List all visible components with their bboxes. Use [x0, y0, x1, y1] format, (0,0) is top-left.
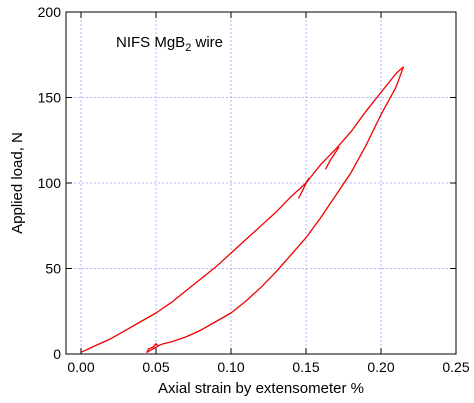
y-tick-label: 100	[38, 175, 62, 191]
plot-frame	[65, 11, 457, 355]
series-line-1	[80, 66, 404, 353]
grid	[66, 12, 456, 354]
y-axis-label: Applied load, N	[9, 132, 26, 234]
annotation-subscript: 2	[185, 42, 191, 54]
series-group	[80, 66, 405, 353]
series-line-4	[324, 146, 340, 170]
y-tick-label: 200	[38, 4, 62, 20]
series-line-2	[149, 66, 405, 352]
x-tick-label: 0.00	[67, 359, 94, 375]
annotation-suffix: wire	[191, 34, 223, 51]
x-tick-label: 0.10	[217, 359, 244, 375]
ticks: 0.00 0.05 0.10 0.15 0.20 0.25 0 50 100 150 200	[38, 4, 470, 375]
x-tick-label: 0.20	[367, 359, 394, 375]
annotation-prefix: NIFS MgB	[116, 34, 185, 51]
x-tick-label: 0.05	[142, 359, 169, 375]
x-axis-label: Axial strain by extensometer %	[158, 380, 364, 397]
chart-annotation: NIFS MgB2 wire	[116, 34, 223, 54]
series-line-5	[146, 343, 158, 353]
x-tick-label: 0.25	[442, 359, 469, 375]
y-tick-label: 0	[53, 346, 61, 362]
y-tick-label: 50	[45, 261, 61, 277]
series-line-3	[297, 177, 310, 199]
y-tick-label: 150	[38, 90, 62, 106]
x-tick-label: 0.15	[292, 359, 319, 375]
